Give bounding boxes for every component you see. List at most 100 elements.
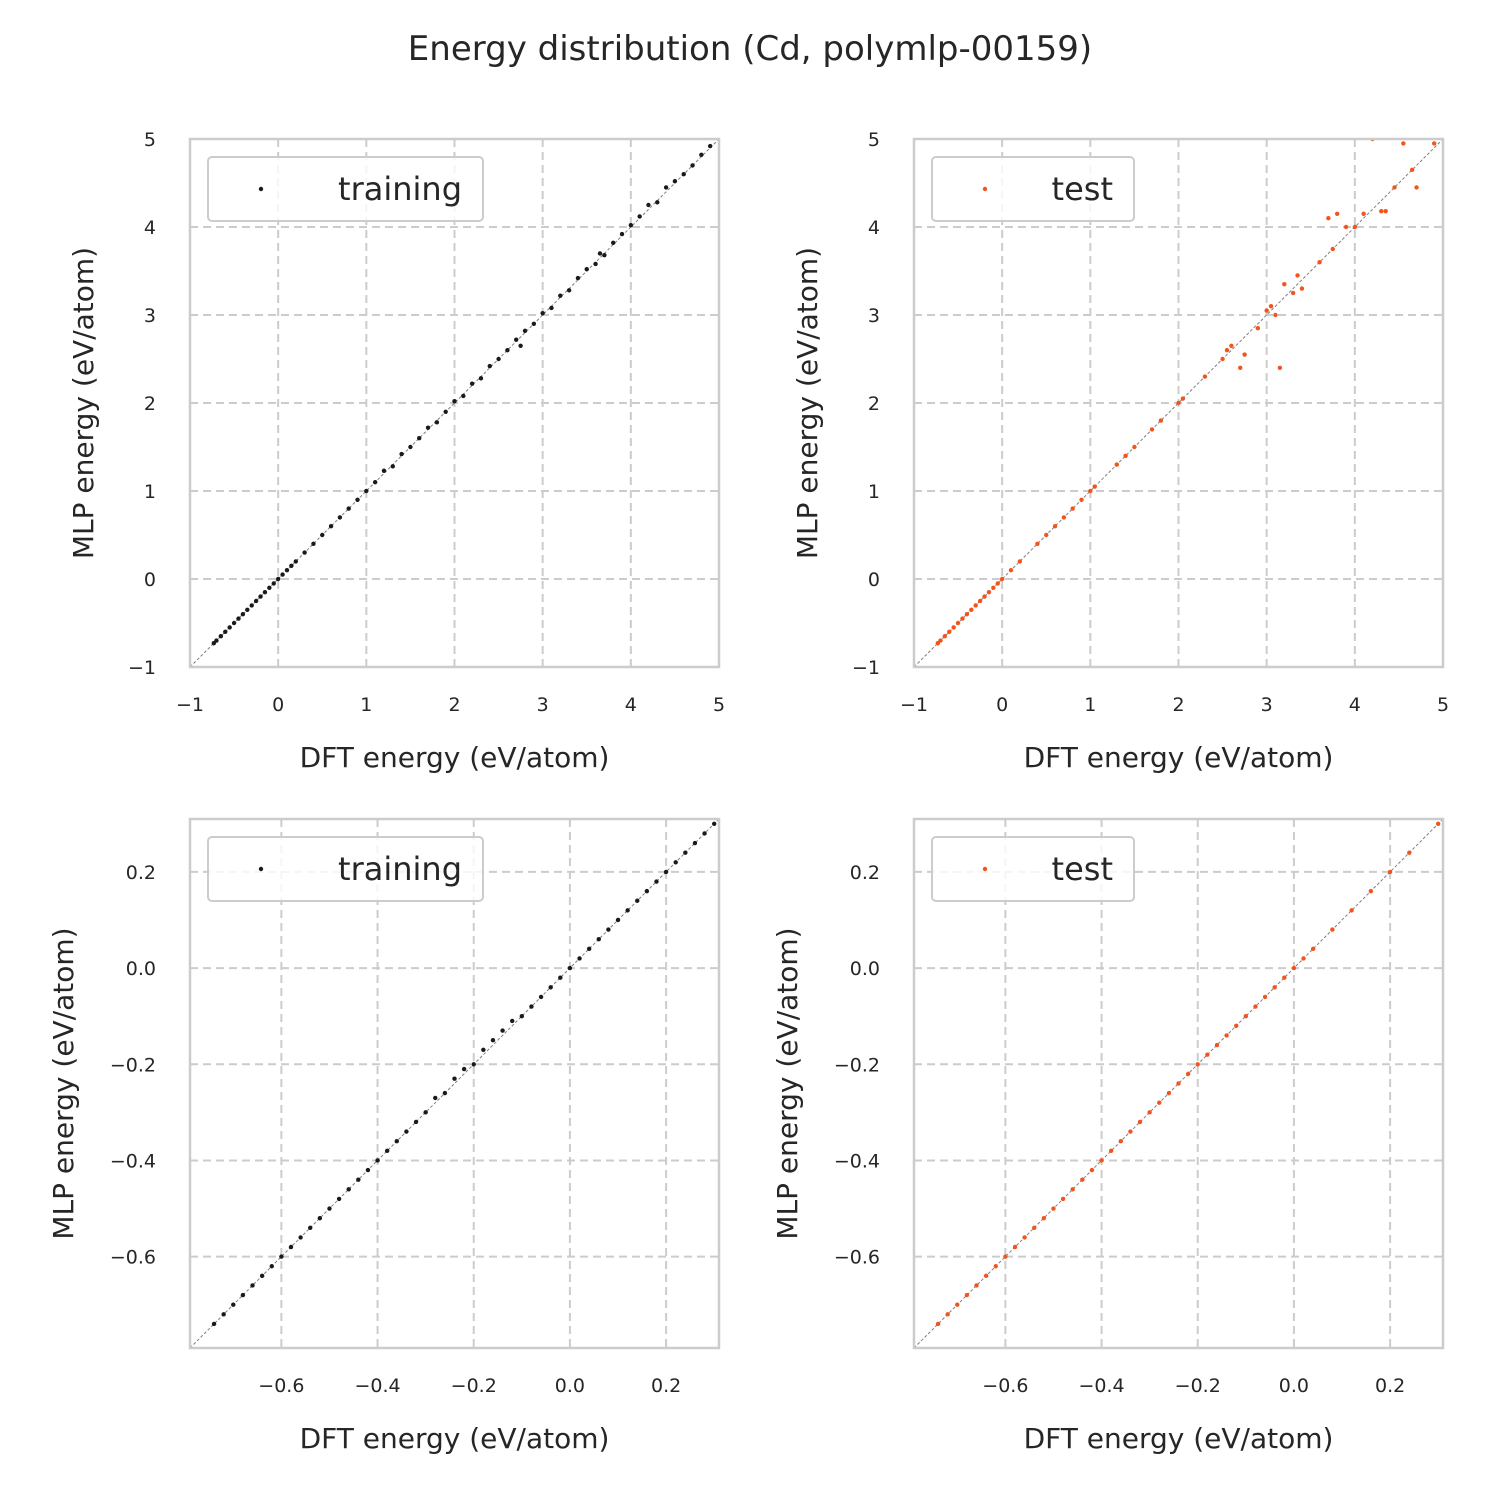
data-point-training — [690, 163, 695, 168]
legend-label: training — [338, 170, 462, 208]
data-point-test — [1088, 488, 1093, 494]
data-point-training — [227, 625, 232, 630]
data-point-test — [1242, 352, 1247, 357]
data-point-training — [337, 515, 343, 520]
plot-area — [190, 139, 719, 667]
data-point-training — [644, 888, 650, 894]
data-point-training — [280, 572, 285, 577]
data-point-training — [262, 590, 268, 595]
data-point-test — [1176, 1081, 1181, 1086]
y-tick-label: 0.2 — [850, 862, 880, 884]
data-point-test — [955, 1302, 960, 1307]
data-point-training — [399, 451, 404, 457]
data-point-test — [1149, 427, 1155, 432]
x-axis-label: DFT energy (eV/atom) — [1024, 741, 1334, 774]
x-tick-label: 0.2 — [1375, 1375, 1405, 1397]
data-point-training — [240, 1292, 246, 1298]
data-point-training — [602, 252, 607, 258]
data-point-test — [1352, 224, 1358, 230]
data-point-test — [1185, 1071, 1191, 1077]
y-tick-label: 4 — [144, 217, 156, 239]
data-point-training — [510, 1018, 515, 1024]
data-point-training — [211, 1321, 217, 1327]
data-point-training — [308, 1225, 313, 1230]
x-tick-label: 1 — [1084, 694, 1096, 716]
data-point-test — [982, 594, 987, 599]
x-tick-label: 0.2 — [651, 1375, 681, 1397]
x-tick-label: 2 — [448, 694, 460, 716]
y-tick-label: 0 — [868, 569, 880, 591]
data-point-training — [655, 200, 660, 205]
y-axis-label: MLP energy (eV/atom) — [47, 927, 80, 1239]
y-tick-label: −0.4 — [110, 1150, 156, 1172]
x-tick-label: 4 — [1349, 694, 1361, 716]
data-point-training — [461, 393, 466, 399]
data-point-training — [558, 293, 563, 298]
y-tick-label: 0.0 — [850, 958, 880, 980]
data-point-test — [973, 603, 978, 608]
data-point-training — [575, 275, 581, 281]
y-tick-label: 0.2 — [126, 862, 156, 884]
data-point-test — [964, 1292, 970, 1298]
plot-area — [190, 819, 719, 1348]
data-point-training — [443, 409, 448, 414]
data-point-training — [615, 917, 621, 923]
data-point-training — [245, 607, 250, 612]
plot-area — [914, 139, 1443, 667]
data-point-training — [673, 860, 678, 865]
legend-marker — [982, 866, 988, 872]
data-point-test — [1401, 141, 1406, 146]
data-point-training — [249, 603, 254, 608]
legend-marker — [258, 186, 264, 192]
data-point-training — [423, 1110, 428, 1115]
data-point-test — [1392, 185, 1397, 190]
data-point-test — [1044, 532, 1049, 538]
axes-frame — [912, 137, 1445, 669]
legend-label: training — [338, 850, 462, 888]
data-point-test — [1255, 326, 1261, 331]
data-point-training — [567, 965, 573, 971]
x-tick-label: −0.6 — [258, 1375, 304, 1397]
data-point-test — [1268, 304, 1274, 309]
axes-frame — [188, 137, 721, 669]
data-point-training — [221, 1312, 226, 1317]
data-point-training — [434, 420, 440, 425]
data-point-test — [1051, 1206, 1056, 1211]
y-tick-label: 5 — [144, 129, 156, 151]
data-point-training — [302, 550, 307, 555]
data-point-test — [1114, 462, 1119, 467]
legend-label: test — [1052, 850, 1113, 888]
data-point-test — [1180, 396, 1186, 401]
y-tick-label: −0.6 — [110, 1247, 156, 1269]
data-point-training — [663, 869, 669, 875]
data-point-training — [692, 840, 698, 846]
data-point-test — [1052, 524, 1058, 529]
legend-box — [207, 836, 484, 902]
legend-box — [207, 156, 484, 222]
data-point-training — [390, 464, 395, 469]
data-point-test — [1108, 1148, 1114, 1154]
y-tick-label: −0.2 — [834, 1054, 880, 1076]
data-point-training — [214, 638, 219, 643]
panel-bottom-left: −0.6 −0.4 −0.2 0.0 0.2 −0.6 −0.4 −0.2 0.0 0.2 DFT … — [47, 817, 721, 1455]
data-point-training — [231, 620, 237, 626]
data-point-training — [487, 363, 492, 369]
data-point-test — [1277, 365, 1283, 370]
data-point-test — [1205, 1052, 1210, 1057]
data-point-training — [346, 1187, 351, 1192]
x-axis-label: DFT energy (eV/atom) — [1024, 1422, 1334, 1455]
plot-area — [914, 819, 1443, 1348]
data-point-training — [320, 532, 325, 538]
data-point-test — [1272, 985, 1277, 990]
data-point-test — [1361, 211, 1366, 216]
data-point-test — [1253, 1004, 1258, 1009]
data-point-test — [955, 620, 961, 626]
y-tick-label: 1 — [868, 481, 880, 503]
data-point-training — [461, 1066, 467, 1072]
panel-top-right: −1 0 1 2 3 4 5 −1 0 1 2 3 4 5 DFT energy (eV/atom) MLP … — [791, 129, 1449, 774]
data-point-test — [1032, 1225, 1037, 1230]
data-point-test — [1123, 453, 1128, 458]
data-point-training — [549, 305, 554, 311]
data-point-training — [317, 1215, 323, 1221]
data-point-test — [1070, 1187, 1075, 1192]
